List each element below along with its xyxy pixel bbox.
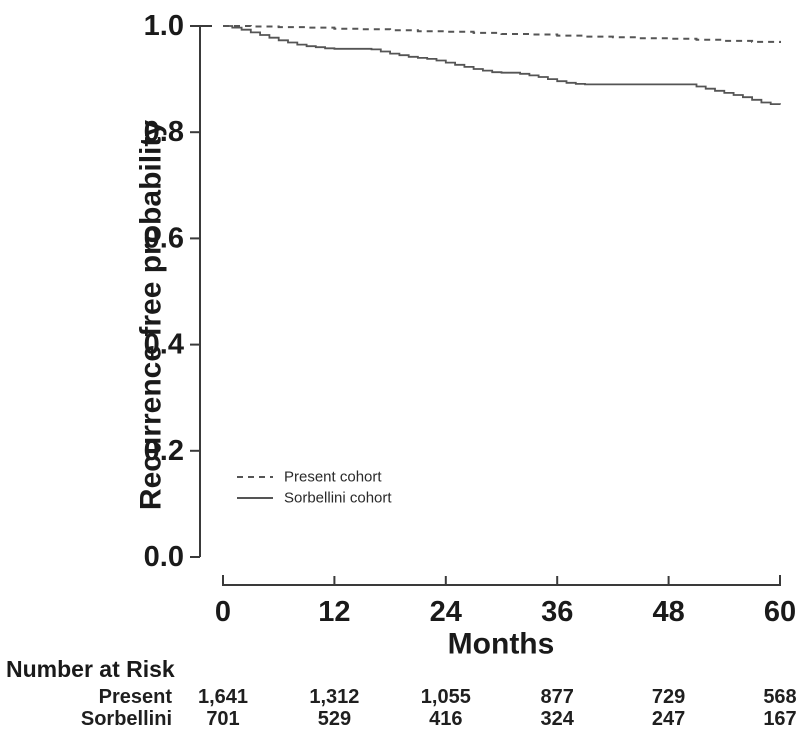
y-axis-title: Recurrence free probability	[135, 120, 168, 510]
risk-value: 416	[429, 708, 462, 730]
risk-value: 167	[763, 708, 796, 730]
x-axis: 0 12 24 36 48 60 Months	[215, 575, 796, 661]
risk-value: 529	[318, 708, 351, 730]
x-tick-label: 0	[215, 596, 231, 628]
risk-value: 877	[541, 686, 574, 708]
y-tick-label: 0.0	[144, 541, 184, 573]
legend: Present cohort Sorbellini cohort	[237, 469, 392, 507]
x-axis-title: Months	[448, 628, 555, 661]
risk-value: 1,055	[421, 686, 471, 708]
risk-value: 568	[763, 686, 796, 708]
risk-value: 701	[206, 708, 239, 730]
x-tick-label: 36	[541, 596, 573, 628]
curves	[223, 25, 781, 105]
risk-row-label-sorbellini: Sorbellini	[81, 708, 172, 730]
risk-table: Number at Risk Present 1,641 1,312 1,055…	[6, 656, 797, 730]
y-tick-label: 0.6	[144, 222, 184, 254]
x-tick-label: 24	[430, 596, 462, 628]
y-axis: 1.0 0.8 0.6 0.4 0.2 0.0 Recurrence free …	[135, 10, 212, 573]
risk-value: 324	[541, 708, 575, 730]
present-cohort-curve	[223, 25, 781, 43]
risk-row-label-present: Present	[99, 686, 173, 708]
y-tick-label: 1.0	[144, 10, 184, 42]
y-axis-line	[199, 25, 212, 557]
y-tick-label: 0.4	[144, 329, 184, 361]
x-tick-label: 60	[764, 596, 796, 628]
x-axis-line	[222, 575, 781, 586]
sorbellini-cohort-curve	[223, 25, 781, 105]
risk-value: 247	[652, 708, 685, 730]
risk-value: 1,641	[198, 686, 248, 708]
x-tick-label: 12	[318, 596, 350, 628]
risk-value: 1,312	[309, 686, 359, 708]
present-cohort-legend-label: Present cohort	[284, 469, 382, 486]
x-tick-label: 48	[652, 596, 684, 628]
risk-table-title: Number at Risk	[6, 656, 175, 682]
y-tick-label: 0.2	[144, 435, 184, 467]
sorbellini-cohort-legend-label: Sorbellini cohort	[284, 490, 392, 507]
risk-value: 729	[652, 686, 685, 708]
y-tick-label: 0.8	[144, 116, 184, 148]
